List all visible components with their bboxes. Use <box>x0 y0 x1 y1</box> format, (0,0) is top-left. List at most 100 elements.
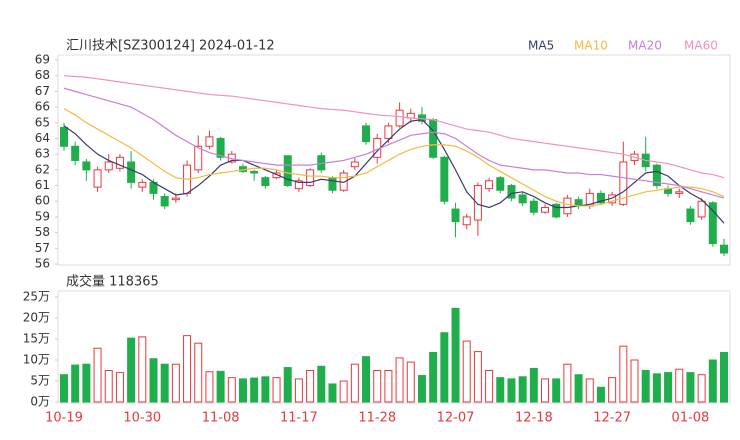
candle-body <box>93 169 102 188</box>
y-tick-label: 59 <box>35 209 50 223</box>
candle-body <box>462 216 471 226</box>
x-tick-label: 11-17 <box>280 411 318 426</box>
candle-body <box>294 180 303 190</box>
volume-bar <box>115 372 124 403</box>
volume-bar <box>563 363 572 403</box>
volume-bar <box>451 307 460 403</box>
y-tick-label: 10万 <box>23 353 50 367</box>
candle-body <box>485 180 494 190</box>
candle-body <box>261 177 270 187</box>
volume-bar <box>306 370 315 403</box>
candle-body <box>552 203 561 218</box>
volume-bar <box>82 363 91 403</box>
volume-bar <box>574 374 583 403</box>
volume-bar <box>686 372 695 403</box>
candle-body <box>708 202 717 245</box>
legend-entry: MA10 <box>574 39 608 53</box>
y-tick-label: 65 <box>35 115 50 129</box>
candle-body <box>306 169 315 187</box>
candle-body <box>138 181 147 188</box>
volume-title: 成交量 118365 <box>66 274 159 290</box>
volume-frame <box>57 290 731 404</box>
volume-bar <box>630 359 639 403</box>
y-tick-label: 64 <box>35 131 50 145</box>
volume-bar <box>317 365 326 403</box>
y-tick-label: 58 <box>35 225 50 239</box>
y-tick-label: 57 <box>35 241 50 255</box>
candle-body <box>496 177 505 191</box>
volume-bar <box>395 357 404 403</box>
candle-body <box>82 161 91 171</box>
volume-bar <box>127 337 136 403</box>
x-tick-label: 10-19 <box>45 411 83 426</box>
volume-bar <box>160 363 169 403</box>
volume-bar <box>104 370 113 403</box>
candle-body <box>127 161 136 183</box>
x-tick-label: 12-27 <box>593 411 631 426</box>
volume-bar <box>596 386 605 403</box>
volume-bar <box>138 336 147 403</box>
candle-body <box>171 197 180 201</box>
ma-line <box>63 87 725 199</box>
ma-line <box>63 118 725 224</box>
volume-bar <box>350 363 359 403</box>
y-tick-label: 25万 <box>23 290 50 304</box>
volume-bar <box>283 367 292 403</box>
volume-bar <box>462 340 471 403</box>
candle-body <box>675 191 684 194</box>
candle-body <box>720 244 728 254</box>
y-tick-label: 20万 <box>23 311 50 325</box>
candle-body <box>395 109 404 127</box>
candle-body <box>619 161 628 205</box>
x-tick-label: 11-08 <box>202 411 240 426</box>
y-tick-label: 0万 <box>30 395 50 409</box>
ma-line <box>63 75 725 179</box>
volume-bar <box>708 359 717 403</box>
chart-title: 汇川技术[SZ300124] 2024-01-12 <box>66 39 275 54</box>
candle-body <box>362 125 371 143</box>
volume-bar <box>406 361 415 403</box>
candle-body <box>194 145 203 171</box>
volume-bar <box>272 377 281 403</box>
legend-entry: MA60 <box>684 39 718 53</box>
legend-entry: MA20 <box>628 39 662 53</box>
y-tick-label: 66 <box>35 100 50 114</box>
y-tick-label: 63 <box>35 147 50 161</box>
x-tick-label: 12-18 <box>515 411 553 426</box>
volume-bar <box>641 370 650 403</box>
candle-body <box>451 208 460 223</box>
candle-body <box>71 145 80 161</box>
y-tick-label: 61 <box>35 178 50 192</box>
candle-body <box>350 161 359 168</box>
price-frame <box>57 54 731 266</box>
volume-bar <box>149 358 158 403</box>
volume-bar <box>518 376 527 403</box>
volume-bar <box>194 342 203 403</box>
volume-bar <box>261 376 270 403</box>
volume-bar <box>384 370 393 403</box>
volume-bar <box>328 383 337 403</box>
volume-bar <box>552 378 561 403</box>
y-tick-label: 60 <box>35 194 50 208</box>
candle-body <box>115 156 124 169</box>
volume-bar <box>440 332 449 403</box>
volume-bar <box>183 335 192 403</box>
volume-bar <box>529 367 538 403</box>
y-tick-label: 69 <box>35 53 50 67</box>
candle-body <box>596 192 605 204</box>
y-tick-label: 62 <box>35 162 50 176</box>
volume-bar <box>619 345 628 403</box>
y-tick-label: 5万 <box>30 374 50 388</box>
candle-body <box>216 137 225 158</box>
candle-body <box>328 177 337 191</box>
volume-bar <box>507 378 516 403</box>
volume-bar <box>362 356 371 403</box>
candle-body <box>563 197 572 215</box>
candle-body <box>473 185 482 221</box>
x-tick-label: 12-07 <box>437 411 475 426</box>
y-tick-label: 67 <box>35 84 50 98</box>
candle-body <box>541 207 550 213</box>
y-tick-label: 68 <box>35 68 50 82</box>
candle-body <box>518 194 527 204</box>
